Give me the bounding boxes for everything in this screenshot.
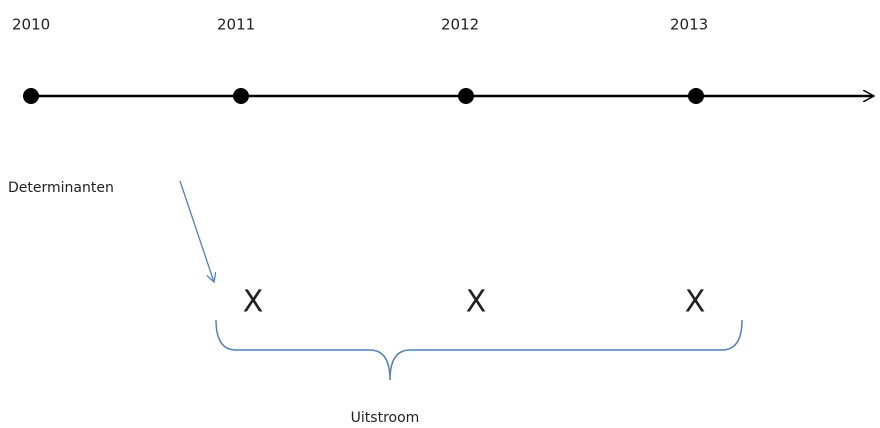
year-dot bbox=[233, 88, 249, 104]
year-label: 2011 bbox=[217, 16, 255, 34]
year-dot bbox=[23, 88, 39, 104]
outflow-brace bbox=[215, 319, 743, 381]
measurement-marker: X bbox=[685, 285, 706, 320]
determinants-label: Determinanten bbox=[8, 180, 114, 196]
measurement-marker: X bbox=[466, 285, 487, 320]
year-dot bbox=[688, 88, 704, 104]
measurement-marker: X bbox=[243, 285, 264, 320]
determinants-arrow bbox=[179, 180, 214, 282]
year-dot bbox=[458, 88, 474, 104]
year-label: 2010 bbox=[12, 16, 50, 34]
outflow-label: Uitstroom bbox=[351, 410, 420, 426]
year-label: 2013 bbox=[670, 16, 708, 34]
year-label: 2012 bbox=[441, 16, 479, 34]
